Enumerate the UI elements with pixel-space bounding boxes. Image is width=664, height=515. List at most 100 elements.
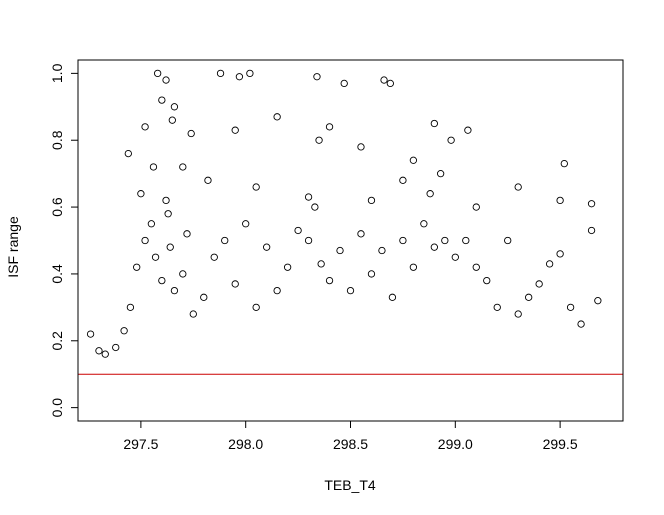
- data-point: [126, 303, 135, 312]
- data-point: [560, 159, 568, 168]
- data-point: [235, 73, 244, 81]
- data-point: [472, 263, 480, 271]
- data-point: [168, 116, 176, 124]
- data-point: [95, 347, 103, 355]
- data-point: [409, 263, 418, 271]
- data-point: [162, 76, 170, 84]
- data-point: [451, 253, 459, 261]
- data-point: [200, 293, 208, 301]
- data-point: [101, 350, 109, 358]
- data-point: [577, 320, 585, 328]
- data-point: [566, 303, 575, 312]
- data-point: [304, 193, 313, 201]
- x-axis: 297.5 298.0 298.5 299.0 299.5: [123, 420, 578, 452]
- data-point: [158, 96, 166, 104]
- data-point: [204, 176, 212, 184]
- y-tick-label: 0.8: [49, 130, 65, 150]
- data-point: [545, 260, 554, 268]
- y-tick-label: 0.6: [49, 197, 65, 217]
- data-point: [464, 126, 472, 134]
- x-tick-label: 298.5: [333, 436, 368, 452]
- data-point: [189, 310, 197, 318]
- data-point: [273, 286, 281, 295]
- data-point: [388, 293, 397, 301]
- data-point: [504, 236, 512, 245]
- x-axis-label: TEB_T4: [324, 477, 376, 493]
- data-point: [325, 276, 334, 285]
- data-point: [147, 220, 156, 228]
- data-point: [386, 79, 394, 88]
- data-point: [313, 73, 321, 81]
- data-point: [283, 263, 292, 271]
- data-point: [141, 236, 149, 245]
- data-point: [357, 230, 365, 238]
- data-point: [426, 190, 434, 198]
- data-point: [367, 196, 376, 205]
- data-point: [170, 103, 179, 111]
- data-point: [472, 203, 480, 211]
- points-layer: [86, 69, 602, 358]
- data-point: [436, 169, 445, 178]
- data-point: [216, 69, 225, 78]
- data-point: [399, 176, 407, 184]
- data-point: [149, 163, 158, 171]
- data-point: [420, 220, 428, 228]
- data-point: [112, 343, 120, 352]
- y-axis: 0.0 0.2 0.4 0.6 0.8 1.0: [49, 63, 79, 417]
- data-point: [294, 226, 302, 235]
- data-point: [242, 220, 250, 228]
- data-point: [273, 113, 281, 121]
- data-point: [378, 246, 386, 255]
- data-point: [86, 330, 95, 338]
- plot-frame: [77, 59, 624, 422]
- data-point: [483, 276, 491, 285]
- data-point: [380, 76, 388, 84]
- data-point: [124, 149, 132, 158]
- data-point: [166, 243, 174, 251]
- data-point: [587, 226, 596, 235]
- data-point: [179, 163, 187, 171]
- x-tick-label: 297.5: [123, 436, 158, 452]
- data-point: [367, 270, 376, 278]
- data-point: [317, 260, 325, 268]
- data-point: [120, 327, 128, 335]
- data-point: [151, 253, 160, 261]
- data-point: [556, 250, 564, 258]
- x-tick-label: 298.0: [228, 436, 263, 452]
- data-point: [133, 263, 141, 271]
- data-point: [179, 270, 187, 278]
- data-point: [325, 123, 334, 131]
- data-point: [252, 303, 260, 312]
- data-point: [336, 246, 344, 255]
- x-tick-label: 299.5: [543, 436, 578, 452]
- data-point: [304, 236, 313, 245]
- data-point: [409, 156, 418, 164]
- data-point: [430, 243, 438, 251]
- data-point: [141, 123, 149, 131]
- data-point: [430, 119, 438, 128]
- data-point: [441, 236, 449, 245]
- data-point: [231, 126, 239, 134]
- data-point: [158, 276, 166, 285]
- data-point: [462, 236, 470, 245]
- data-point: [246, 69, 254, 78]
- data-point: [252, 183, 260, 191]
- data-point: [493, 303, 501, 312]
- data-point: [231, 280, 239, 288]
- x-tick-label: 299.0: [438, 436, 473, 452]
- data-point: [137, 190, 145, 198]
- data-point: [164, 210, 172, 218]
- y-tick-label: 0.2: [49, 331, 65, 351]
- y-axis-label: ISF range: [5, 216, 21, 278]
- data-point: [346, 286, 355, 295]
- data-point: [263, 243, 271, 251]
- data-point: [594, 297, 602, 305]
- data-point: [525, 293, 533, 301]
- data-point: [210, 253, 218, 261]
- data-point: [221, 236, 229, 245]
- data-point: [183, 230, 191, 238]
- data-point: [535, 280, 543, 288]
- y-tick-label: 1.0: [49, 63, 65, 83]
- data-point: [187, 129, 195, 138]
